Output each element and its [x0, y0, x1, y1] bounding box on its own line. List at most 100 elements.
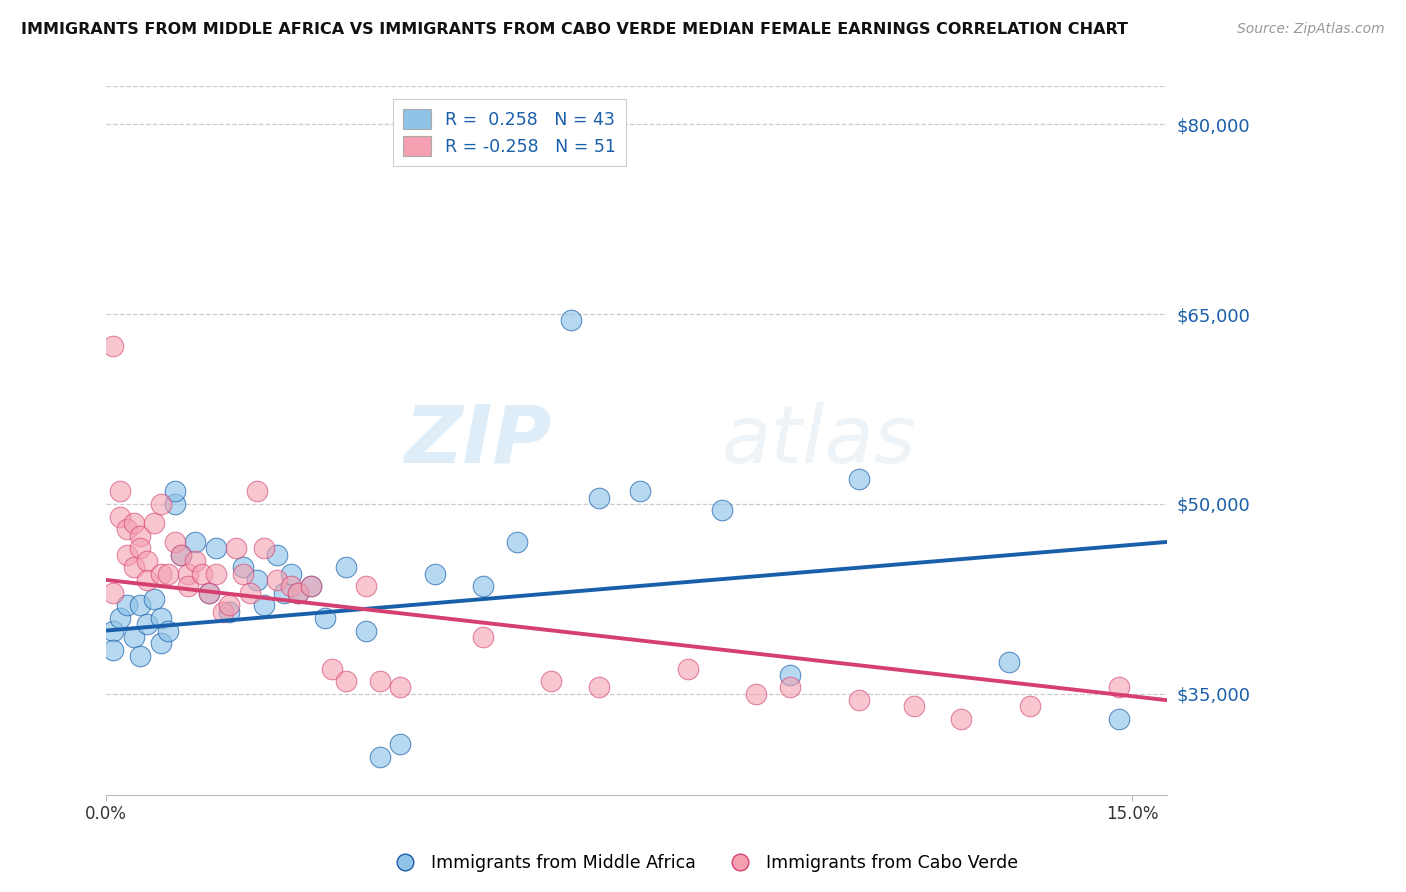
Point [423, 566, 446, 581]
Point [710, 503, 733, 517]
Legend: Immigrants from Middle Africa, Immigrants from Cabo Verde: Immigrants from Middle Africa, Immigrant… [381, 847, 1025, 879]
Point [136, 554, 159, 568]
Point [998, 655, 1021, 669]
Point [225, 541, 247, 556]
Point [218, 599, 240, 613]
Point [389, 738, 412, 752]
Point [246, 484, 269, 499]
Point [540, 674, 562, 689]
Point [232, 560, 254, 574]
Point [471, 630, 494, 644]
Point [354, 624, 377, 638]
Legend: R =  0.258   N = 43, R = -0.258   N = 51: R = 0.258 N = 43, R = -0.258 N = 51 [392, 99, 626, 167]
Point [246, 573, 269, 587]
Point [129, 528, 152, 542]
Point [184, 535, 207, 549]
Point [211, 605, 233, 619]
Point [115, 522, 138, 536]
Point [321, 661, 343, 675]
Point [149, 611, 172, 625]
Point [1018, 699, 1040, 714]
Point [129, 648, 152, 663]
Point [101, 642, 124, 657]
Point [560, 313, 582, 327]
Point [848, 472, 870, 486]
Point [745, 687, 768, 701]
Point [471, 579, 494, 593]
Text: ZIP: ZIP [405, 401, 551, 480]
Point [506, 535, 529, 549]
Point [252, 599, 274, 613]
Point [108, 509, 131, 524]
Point [588, 681, 610, 695]
Point [129, 599, 152, 613]
Point [204, 566, 226, 581]
Point [101, 339, 124, 353]
Point [156, 624, 179, 638]
Point [280, 579, 302, 593]
Point [779, 681, 801, 695]
Point [177, 579, 200, 593]
Point [232, 566, 254, 581]
Point [163, 535, 186, 549]
Point [280, 566, 302, 581]
Point [170, 548, 193, 562]
Point [115, 599, 138, 613]
Point [191, 566, 214, 581]
Point [101, 624, 124, 638]
Point [198, 585, 221, 599]
Text: IMMIGRANTS FROM MIDDLE AFRICA VS IMMIGRANTS FROM CABO VERDE MEDIAN FEMALE EARNIN: IMMIGRANTS FROM MIDDLE AFRICA VS IMMIGRA… [21, 22, 1128, 37]
Point [335, 674, 357, 689]
Point [266, 548, 288, 562]
Point [252, 541, 274, 556]
Point [184, 554, 207, 568]
Point [903, 699, 925, 714]
Point [115, 548, 138, 562]
Point [314, 611, 336, 625]
Point [136, 617, 159, 632]
Point [950, 712, 973, 726]
Point [101, 585, 124, 599]
Point [588, 491, 610, 505]
Point [335, 560, 357, 574]
Point [143, 516, 166, 530]
Point [779, 668, 801, 682]
Point [170, 548, 193, 562]
Point [163, 497, 186, 511]
Point [301, 579, 323, 593]
Point [163, 484, 186, 499]
Text: atlas: atlas [721, 401, 917, 480]
Text: Source: ZipAtlas.com: Source: ZipAtlas.com [1237, 22, 1385, 37]
Point [108, 484, 131, 499]
Point [122, 560, 145, 574]
Point [239, 585, 262, 599]
Point [368, 750, 391, 764]
Point [177, 566, 200, 581]
Point [287, 585, 309, 599]
Point [354, 579, 377, 593]
Point [676, 661, 699, 675]
Point [368, 674, 391, 689]
Point [628, 484, 651, 499]
Point [198, 585, 221, 599]
Point [848, 693, 870, 707]
Point [218, 605, 240, 619]
Point [143, 591, 166, 606]
Point [129, 541, 152, 556]
Point [301, 579, 323, 593]
Point [389, 681, 412, 695]
Point [122, 516, 145, 530]
Point [149, 497, 172, 511]
Point [149, 636, 172, 650]
Point [149, 566, 172, 581]
Point [136, 573, 159, 587]
Point [1108, 712, 1130, 726]
Point [108, 611, 131, 625]
Point [204, 541, 226, 556]
Point [1108, 681, 1130, 695]
Point [287, 585, 309, 599]
Point [273, 585, 295, 599]
Point [156, 566, 179, 581]
Point [266, 573, 288, 587]
Point [122, 630, 145, 644]
